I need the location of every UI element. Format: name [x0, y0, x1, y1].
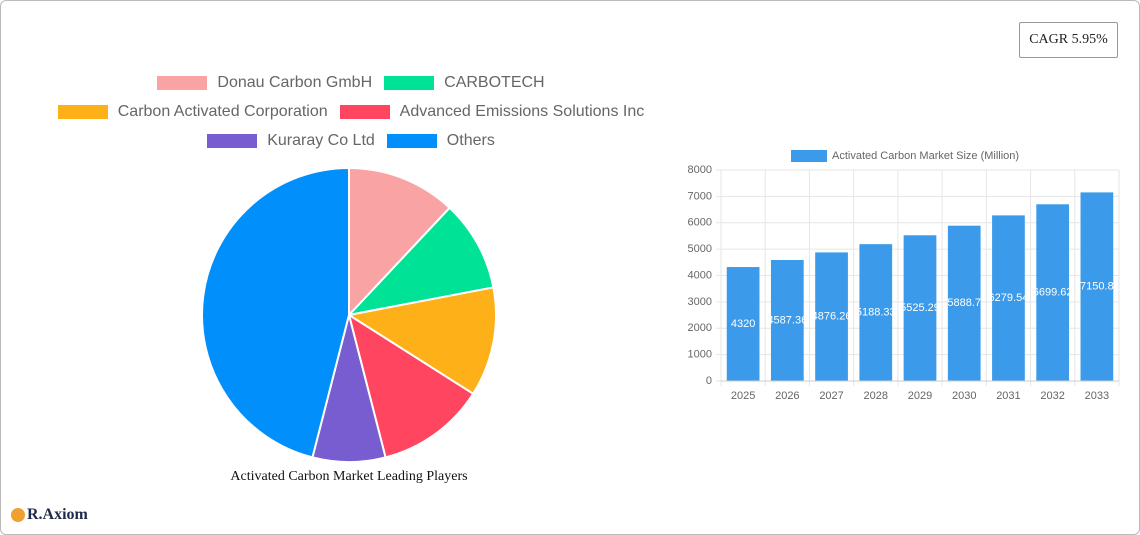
legend-label: Advanced Emissions Solutions Inc	[399, 103, 645, 120]
y-tick-label: 3000	[688, 296, 712, 308]
bar	[770, 260, 804, 381]
bar-value-label: 5188.33	[856, 306, 896, 318]
bar	[1080, 192, 1114, 381]
y-tick-label: 0	[706, 375, 712, 387]
legend-item: Carbon Activated Corporation	[57, 102, 328, 122]
bar-value-label: 5888.7	[947, 297, 981, 309]
y-tick-label: 2000	[688, 322, 712, 334]
legend-swatch	[791, 150, 827, 162]
cagr-badge: CAGR 5.95%	[1019, 22, 1118, 58]
legend-item: Kuraray Co Ltd	[207, 131, 375, 151]
chart-title: Activated Carbon Market Leading Players	[230, 469, 467, 484]
bar	[903, 235, 937, 381]
legend-swatch	[384, 76, 435, 90]
y-tick-label: 1000	[688, 349, 712, 361]
legend-item: Advanced Emissions Solutions Inc	[339, 102, 645, 122]
y-tick-label: 4000	[688, 269, 712, 281]
x-tick-label: 2025	[731, 390, 755, 402]
x-tick-label: 2028	[864, 390, 888, 402]
logo: R.Axiom	[11, 506, 88, 524]
x-tick-label: 2031	[996, 390, 1020, 402]
pie-slice	[347, 312, 475, 459]
pie-slice	[346, 286, 497, 396]
bar	[947, 225, 981, 381]
legend-item: CARBOTECH	[384, 73, 545, 93]
legend-label: Others	[446, 132, 495, 149]
pie-slice	[348, 166, 452, 318]
x-tick-label: 2029	[908, 390, 932, 402]
bar	[859, 244, 893, 381]
y-tick-label: 5000	[688, 243, 712, 255]
bar-value-label: 4320	[731, 318, 755, 330]
y-tick-label: 6000	[688, 217, 712, 229]
bar-value-label: 6279.54	[989, 292, 1029, 304]
bar-value-label: 5525.29	[900, 302, 940, 314]
x-tick-label: 2033	[1085, 390, 1109, 402]
bar	[815, 252, 848, 381]
bar-value-label: 4876.26	[812, 311, 852, 323]
legend-label: Donau Carbon GmbH	[217, 74, 373, 91]
bar	[726, 267, 760, 381]
legend-item: Others	[386, 131, 495, 151]
legend-swatch	[57, 105, 108, 119]
bar-value-label: 4587.36	[767, 314, 807, 326]
legend-label: Activated Carbon Market Size (Million)	[832, 150, 1019, 162]
legend-label: Carbon Activated Corporation	[117, 103, 328, 120]
legend-swatch	[157, 76, 208, 90]
bar	[992, 215, 1025, 381]
legend-label: Kuraray Co Ltd	[267, 132, 375, 149]
legend-swatch	[207, 134, 258, 148]
pie-legend: Donau Carbon GmbH CARBOTECH Carbon Activat…	[31, 73, 671, 151]
x-tick-label: 2032	[1040, 390, 1064, 402]
x-tick-label: 2030	[952, 390, 976, 402]
x-tick-label: 2026	[775, 390, 799, 402]
legend-swatch	[339, 105, 390, 119]
bar	[1036, 204, 1070, 381]
x-tick-label: 2027	[819, 390, 843, 402]
pie-slice	[346, 206, 495, 317]
logo-icon	[11, 508, 25, 522]
logo-text: R.Axiom	[27, 506, 88, 523]
y-tick-label: 7000	[688, 190, 712, 202]
bar-value-label: 7150.8	[1080, 281, 1114, 293]
legend-label: CARBOTECH	[444, 74, 545, 91]
y-tick-label: 8000	[688, 164, 712, 176]
pie-slice	[201, 166, 350, 459]
legend-item: Donau Carbon GmbH	[157, 73, 372, 93]
legend-swatch	[386, 134, 437, 148]
bar-value-label: 6699.62	[1033, 287, 1073, 299]
